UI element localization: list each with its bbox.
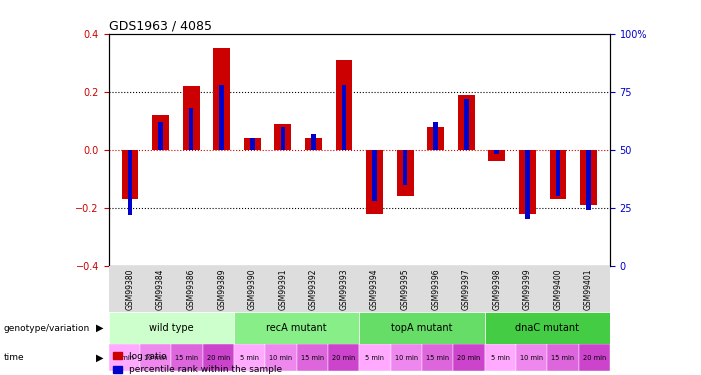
Bar [519, 150, 536, 214]
Bar [484, 344, 516, 371]
Bar [140, 344, 171, 371]
Bar [556, 150, 560, 196]
Bar [578, 344, 610, 371]
Bar [428, 127, 444, 150]
Bar [275, 124, 291, 150]
Text: recA mutant: recA mutant [266, 323, 327, 333]
Bar [360, 312, 484, 344]
Bar [489, 150, 505, 161]
Bar [550, 150, 566, 199]
Bar [454, 344, 484, 371]
Bar [109, 312, 234, 344]
Text: 15 min: 15 min [551, 354, 574, 360]
Text: GSM99398: GSM99398 [492, 268, 501, 310]
Bar [580, 150, 597, 205]
Bar [366, 150, 383, 214]
Text: GSM99386: GSM99386 [186, 268, 196, 310]
Bar [341, 85, 346, 150]
Text: 5 min: 5 min [240, 354, 259, 360]
Bar [297, 344, 328, 371]
Text: 15 min: 15 min [301, 354, 324, 360]
Bar [336, 60, 353, 150]
Bar [203, 344, 234, 371]
Bar [464, 99, 468, 150]
Text: GSM99396: GSM99396 [431, 268, 440, 310]
Bar [158, 122, 163, 150]
Text: GDS1963 / 4085: GDS1963 / 4085 [109, 20, 212, 33]
Text: GSM99384: GSM99384 [156, 268, 165, 310]
Bar [234, 344, 265, 371]
Text: GSM99392: GSM99392 [309, 268, 318, 310]
Text: GSM99397: GSM99397 [462, 268, 471, 310]
Text: topA mutant: topA mutant [391, 323, 453, 333]
Bar [219, 85, 224, 150]
Text: 5 min: 5 min [365, 354, 384, 360]
Bar [372, 150, 377, 201]
Bar [586, 150, 591, 210]
Bar [250, 138, 254, 150]
Bar [525, 150, 530, 219]
Text: 10 min: 10 min [520, 354, 543, 360]
Text: 15 min: 15 min [175, 354, 198, 360]
Bar [171, 344, 203, 371]
Text: GSM99401: GSM99401 [584, 268, 593, 310]
Text: 20 min: 20 min [457, 354, 480, 360]
Text: GSM99399: GSM99399 [523, 268, 532, 310]
Text: 10 min: 10 min [269, 354, 292, 360]
Bar [265, 344, 297, 371]
Bar [311, 134, 315, 150]
Bar [390, 344, 422, 371]
Text: GSM99400: GSM99400 [553, 268, 562, 310]
Text: dnaC mutant: dnaC mutant [515, 323, 579, 333]
Bar [305, 138, 322, 150]
Bar [128, 150, 132, 215]
Bar [234, 312, 360, 344]
Bar [122, 150, 139, 199]
Bar [422, 344, 454, 371]
Bar [328, 344, 360, 371]
Text: 5 min: 5 min [115, 354, 134, 360]
Bar [360, 344, 390, 371]
Text: ▶: ▶ [96, 323, 104, 333]
Bar [458, 94, 475, 150]
Text: GSM99389: GSM99389 [217, 268, 226, 310]
Bar [397, 150, 414, 196]
Text: genotype/variation: genotype/variation [4, 324, 90, 333]
Text: wild type: wild type [149, 323, 193, 333]
Bar [403, 150, 407, 184]
Text: 20 min: 20 min [207, 354, 230, 360]
Text: 15 min: 15 min [426, 354, 449, 360]
Text: ▶: ▶ [96, 352, 104, 363]
Bar [516, 344, 547, 371]
Bar [189, 108, 193, 150]
Bar [183, 86, 200, 150]
Text: GSM99393: GSM99393 [339, 268, 348, 310]
Text: GSM99394: GSM99394 [370, 268, 379, 310]
Bar [433, 122, 438, 150]
Text: 20 min: 20 min [332, 354, 355, 360]
Bar [244, 138, 261, 150]
Text: GSM99380: GSM99380 [125, 268, 135, 310]
Text: GSM99395: GSM99395 [400, 268, 409, 310]
Bar [213, 48, 230, 150]
Text: time: time [4, 353, 24, 362]
Bar [109, 344, 140, 371]
Bar [547, 344, 578, 371]
Text: 20 min: 20 min [583, 354, 606, 360]
Bar [484, 312, 610, 344]
Bar [494, 150, 499, 154]
Text: 5 min: 5 min [491, 354, 510, 360]
Text: 10 min: 10 min [144, 354, 168, 360]
Text: GSM99391: GSM99391 [278, 268, 287, 310]
Text: 10 min: 10 min [395, 354, 418, 360]
Text: GSM99390: GSM99390 [247, 268, 257, 310]
Bar [280, 127, 285, 150]
Legend: log ratio, percentile rank within the sample: log ratio, percentile rank within the sa… [113, 352, 283, 374]
Bar [109, 266, 610, 312]
Bar [152, 115, 169, 150]
